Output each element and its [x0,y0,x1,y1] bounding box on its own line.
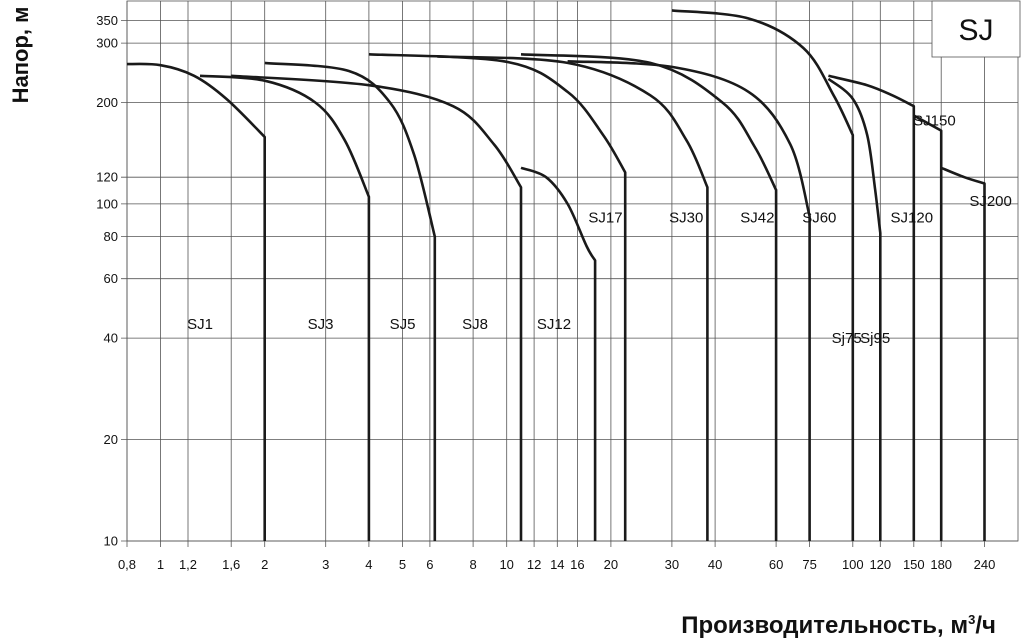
chart-title: SJ [958,14,993,47]
x-tick-label: 1,2 [179,557,197,572]
chart-grid [121,0,1019,547]
x-tick-label: 180 [930,557,952,572]
x-tick-label: 4 [365,557,372,572]
series-line-sj120 [828,74,916,541]
series-line-sj5 [264,61,437,541]
series-labels: SJ1 SJ3 SJ5 SJ8 SJ12 SJ17 SJ30 SJ42 SJ60 Sj75Sj95… [187,112,1012,347]
y-tick-label: 300 [96,36,118,51]
x-tick-label: 150 [903,557,925,572]
series-label-sj75: Sj75 [832,330,862,347]
y-tick-label: 80 [104,229,118,244]
series-line-sj8 [231,74,523,541]
series-label-sj8: SJ8 [462,316,488,333]
series-label-sj150: SJ150 [913,112,956,129]
series-label-sj3: SJ3 [308,316,334,333]
x-tick-label: 16 [570,557,584,572]
x-tick-label: 14 [550,557,564,572]
series-line-sj17 [368,53,627,541]
x-axis-label-sup: 3 [968,612,976,627]
series-line-sj3 [199,74,371,541]
series-label-sj1: SJ1 [187,316,213,333]
x-tick-label: 100 [842,557,864,572]
series-label-sj60: SJ60 [802,210,836,227]
y-tick-label: 100 [96,196,118,211]
x-tick-label: 0,8 [118,557,136,572]
x-tick-label: 75 [802,557,816,572]
series-line-sj75 [671,9,855,541]
y-tick-label: 120 [96,170,118,185]
x-tick-label: 30 [665,557,679,572]
series-line-sj12 [520,166,597,541]
series-label-sj30: SJ30 [669,210,703,227]
x-tick-label: 1 [157,557,164,572]
x-tick-label: 1,6 [222,557,240,572]
y-axis-label: Напор, м [8,6,33,104]
x-tick-label: 240 [974,557,996,572]
series-label-sj200: SJ200 [969,193,1012,210]
series-label-sj12: SJ12 [537,316,571,333]
y-tick-label: 10 [104,534,118,549]
y-tick-label: 20 [104,432,118,447]
series-line-sj30 [437,55,709,541]
x-tick-label: 12 [527,557,541,572]
y-tick-label: 200 [96,95,118,110]
x-tick-label: 5 [399,557,406,572]
y-tick-label: 40 [104,331,118,346]
x-tick-label: 60 [769,557,783,572]
series-label-sj42: SJ42 [740,210,774,227]
series-line-sj1 [126,62,266,541]
series-label-sj120: SJ120 [891,210,934,227]
series-line-sj95 [827,77,882,541]
x-tick-label: 2 [261,557,268,572]
x-tick-label: 40 [708,557,722,572]
chart-series [126,9,986,541]
y-tick-labels: 10 20 40 60 80 100 120 200 300 350 [96,13,118,549]
x-axis-label: Производительность, м3/ч [681,612,996,640]
x-tick-label: 6 [426,557,433,572]
x-tick-label: 3 [322,557,329,572]
x-tick-label: 8 [469,557,476,572]
series-label-sj5: SJ5 [390,316,416,333]
series-label-sj17: SJ17 [588,210,622,227]
y-tick-label: 350 [96,13,118,28]
x-tick-labels: 0,8 1 1,2 1,6 2 3 4 5 6 8 10 12 14 16 20 30 40 60 75 100 120… [118,557,995,572]
x-axis-label-text: Производительность, м [681,612,969,639]
series-label-sj95: Sj95 [860,330,890,347]
series-line-sj60 [567,60,811,541]
x-tick-label: 10 [499,557,513,572]
series-line-sj150 [913,114,943,541]
plot-frame [126,0,1019,542]
x-tick-label: 20 [604,557,618,572]
series-line-sj200 [940,166,986,541]
y-tick-label: 60 [104,271,118,286]
series-line-sj42 [520,53,778,541]
x-axis-label-suffix: /ч [975,612,996,639]
x-tick-label: 120 [869,557,891,572]
brand-box [931,0,1021,58]
